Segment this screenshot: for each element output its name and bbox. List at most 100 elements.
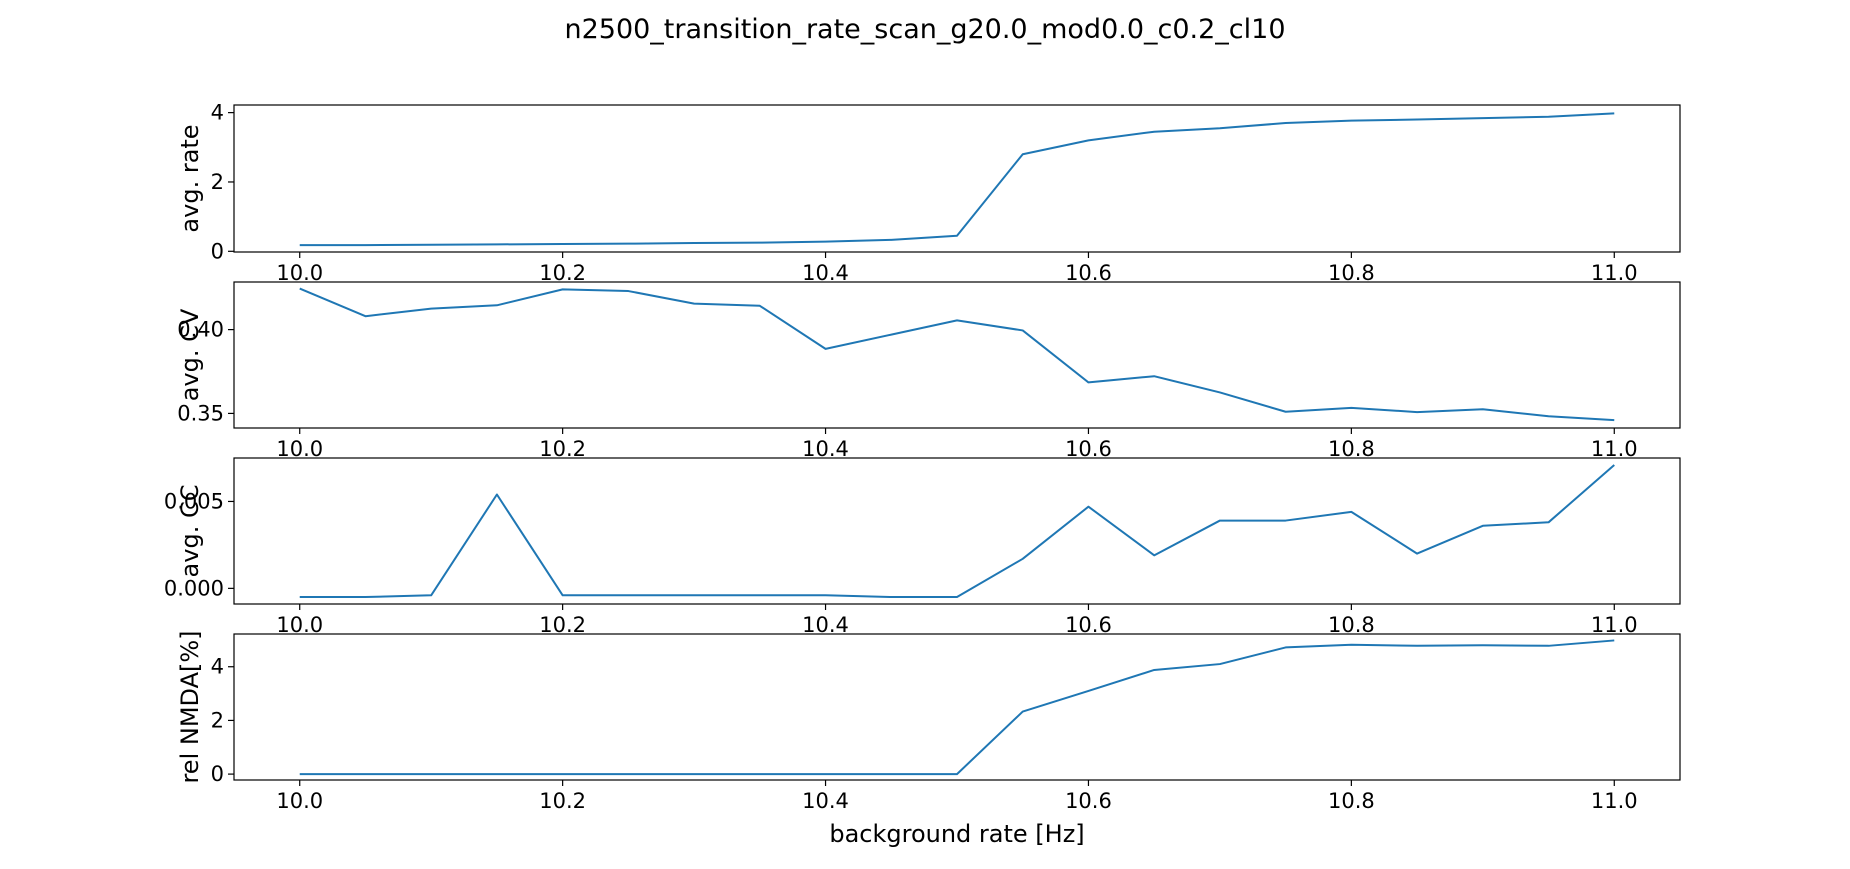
data-point: [1219, 663, 1221, 665]
data-point: [1219, 520, 1221, 522]
axes-frame: [233, 281, 1681, 429]
data-point: [890, 596, 892, 598]
y-tick-label: 0.35: [177, 401, 224, 425]
data-point: [1153, 375, 1155, 377]
data-point: [693, 773, 695, 775]
data-point: [1482, 644, 1484, 646]
data-point: [759, 242, 761, 244]
data-point: [430, 308, 432, 310]
x-tick-label: 10.8: [1328, 789, 1375, 813]
data-point: [1087, 506, 1089, 508]
data-point: [1482, 408, 1484, 410]
data-point: [1548, 645, 1550, 647]
data-point: [890, 773, 892, 775]
data-point: [496, 304, 498, 306]
data-point: [1416, 411, 1418, 413]
y-tick-label: 2: [211, 708, 224, 732]
x-tick-label: 11.0: [1591, 437, 1638, 461]
data-point: [299, 773, 301, 775]
data-point: [759, 305, 761, 307]
series-line: [299, 112, 1615, 247]
data-point: [1613, 112, 1615, 114]
x-axis-label: background rate [Hz]: [829, 820, 1084, 848]
data-point: [1416, 645, 1418, 647]
x-tick-label: 10.4: [802, 261, 849, 285]
figure-title: n2500_transition_rate_scan_g20.0_mod0.0_…: [564, 14, 1285, 45]
data-point: [1153, 554, 1155, 556]
series-line: [299, 287, 1615, 422]
data-point: [1087, 690, 1089, 692]
data-point: [1350, 120, 1352, 122]
data-point: [693, 303, 695, 305]
data-point: [562, 773, 564, 775]
data-point: [1153, 669, 1155, 671]
data-point: [496, 494, 498, 496]
data-point: [299, 244, 301, 246]
data-point: [1416, 553, 1418, 555]
data-point: [1022, 153, 1024, 155]
data-point: [627, 290, 629, 292]
data-point: [1482, 525, 1484, 527]
data-point: [1548, 116, 1550, 118]
data-point: [299, 288, 301, 290]
data-point: [1153, 131, 1155, 133]
x-tick-label: 10.4: [802, 613, 849, 637]
data-point: [759, 773, 761, 775]
data-point: [562, 594, 564, 596]
data-point: [430, 594, 432, 596]
data-point: [627, 594, 629, 596]
x-tick-label: 11.0: [1591, 261, 1638, 285]
series-line: [299, 464, 1615, 599]
y-tick-label: 4: [211, 655, 224, 679]
data-point: [1087, 381, 1089, 383]
data-point: [825, 348, 827, 350]
x-tick-label: 10.2: [539, 261, 586, 285]
data-point: [430, 244, 432, 246]
data-point: [759, 594, 761, 596]
y-tick-label: 0.40: [177, 318, 224, 342]
data-point: [956, 319, 958, 321]
x-tick-label: 10.2: [539, 789, 586, 813]
data-point: [1285, 411, 1287, 413]
x-tick-label: 10.0: [276, 261, 323, 285]
data-point: [1219, 391, 1221, 393]
data-point: [1548, 415, 1550, 417]
data-point: [364, 773, 366, 775]
y-axis-label: avg. CV: [176, 308, 204, 401]
x-tick-label: 11.0: [1591, 613, 1638, 637]
x-tick-label: 10.6: [1065, 437, 1112, 461]
series-line: [299, 639, 1615, 776]
data-point: [1285, 122, 1287, 124]
subplot-4: 10.0 10.2 10.4 10.6 10.8 11.0 0 2 4 rel NMDA[%] ba…: [176, 630, 1681, 848]
data-point: [1022, 711, 1024, 713]
data-point: [825, 241, 827, 243]
data-point: [693, 242, 695, 244]
data-point: [364, 596, 366, 598]
y-tick-label: 4: [211, 101, 224, 125]
data-point: [1613, 639, 1615, 641]
x-tick-label: 10.6: [1065, 261, 1112, 285]
data-point: [430, 773, 432, 775]
data-point: [825, 773, 827, 775]
x-tick-label: 10.6: [1065, 789, 1112, 813]
axes-frame: [233, 104, 1681, 253]
data-point: [1285, 520, 1287, 522]
data-point: [1416, 119, 1418, 121]
y-tick-label: 0.005: [164, 489, 224, 513]
data-point: [1613, 419, 1615, 421]
data-point: [364, 315, 366, 317]
data-point: [956, 596, 958, 598]
x-tick-label: 10.0: [276, 437, 323, 461]
data-point: [562, 288, 564, 290]
data-point: [496, 243, 498, 245]
data-point: [562, 243, 564, 245]
data-point: [1350, 407, 1352, 409]
x-tick-label: 10.2: [539, 437, 586, 461]
data-point: [627, 243, 629, 245]
data-point: [1022, 558, 1024, 560]
data-point: [825, 594, 827, 596]
data-point: [1350, 511, 1352, 513]
data-point: [956, 235, 958, 237]
